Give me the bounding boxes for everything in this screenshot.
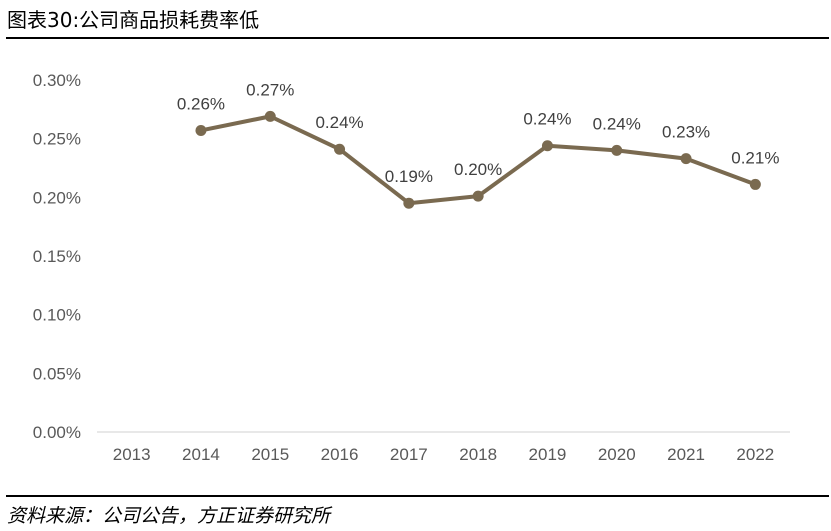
y-tick-label: 0.15% <box>33 247 81 266</box>
data-point <box>195 124 207 136</box>
x-tick-label: 2018 <box>459 445 497 464</box>
footer-divider <box>6 495 829 497</box>
data-label: 0.21% <box>731 148 779 167</box>
data-label: 0.24% <box>523 110 571 129</box>
data-point <box>749 178 761 190</box>
x-tick-label: 2022 <box>736 445 774 464</box>
x-tick-label: 2013 <box>113 445 151 464</box>
y-tick-label: 0.00% <box>33 423 81 442</box>
data-label: 0.23% <box>662 123 710 142</box>
y-tick-label: 0.20% <box>33 188 81 207</box>
chart-title: 图表30:公司商品损耗费率低 <box>7 8 260 32</box>
data-point <box>264 110 276 122</box>
y-tick-label: 0.25% <box>33 130 81 149</box>
data-label: 0.24% <box>315 113 363 132</box>
data-label: 0.19% <box>385 167 433 186</box>
data-point <box>680 153 692 165</box>
x-tick-label: 2016 <box>321 445 359 464</box>
data-point <box>472 190 484 202</box>
data-point <box>611 144 623 156</box>
y-tick-label: 0.30% <box>33 71 81 90</box>
data-label: 0.27% <box>246 80 294 99</box>
x-tick-label: 2017 <box>390 445 428 464</box>
data-point <box>403 197 415 209</box>
x-tick-label: 2020 <box>598 445 636 464</box>
data-label: 0.24% <box>593 114 641 133</box>
y-tick-label: 0.10% <box>33 306 81 325</box>
x-tick-label: 2021 <box>667 445 705 464</box>
data-point <box>334 143 346 155</box>
title-divider <box>6 37 829 39</box>
line-chart: 0.00% 0.05% 0.10% 0.15% 0.20% 0.25% 0.30% 2013 2… <box>33 71 790 464</box>
data-point <box>541 140 553 152</box>
x-tick-label: 2015 <box>251 445 289 464</box>
x-tick-label: 2014 <box>182 445 220 464</box>
data-label: 0.26% <box>177 94 225 113</box>
x-tick-label: 2019 <box>529 445 567 464</box>
source-note: 资料来源：公司公告，方正证券研究所 <box>7 505 331 527</box>
y-tick-label: 0.05% <box>33 364 81 383</box>
data-label: 0.20% <box>454 160 502 179</box>
